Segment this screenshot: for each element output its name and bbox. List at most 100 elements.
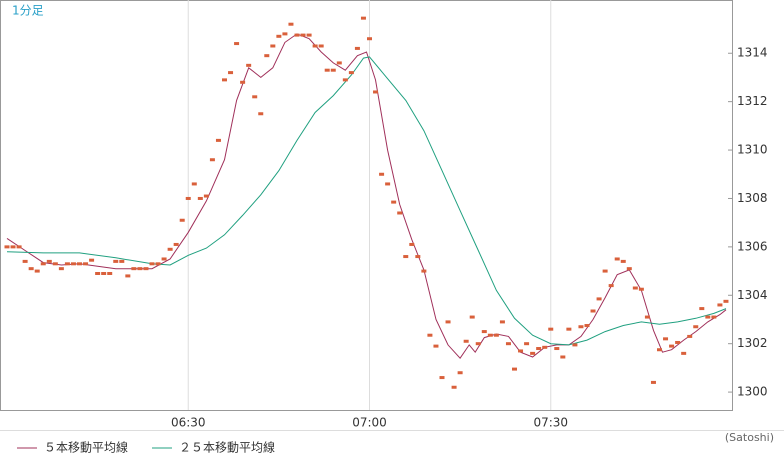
price-point xyxy=(505,342,511,346)
price-point xyxy=(276,34,282,38)
price-point xyxy=(451,385,457,389)
price-point xyxy=(354,46,360,50)
price-point xyxy=(131,267,137,271)
price-point xyxy=(125,274,131,278)
chart-title: 1分足 xyxy=(12,4,44,18)
price-point xyxy=(77,262,82,266)
price-point xyxy=(324,68,330,72)
x-tick-label: 07:30 xyxy=(533,416,568,430)
price-point xyxy=(342,78,348,82)
price-point xyxy=(409,242,415,246)
price-point xyxy=(530,351,536,355)
price-point xyxy=(560,355,566,359)
price-point xyxy=(699,307,705,311)
price-point xyxy=(620,259,626,263)
price-point xyxy=(83,262,89,266)
price-point xyxy=(113,259,119,263)
price-point xyxy=(578,325,584,329)
price-point xyxy=(306,33,312,37)
price-point xyxy=(58,267,64,271)
price-point xyxy=(185,196,191,200)
price-point xyxy=(657,348,662,352)
price-point xyxy=(566,327,572,331)
price-point xyxy=(228,71,234,75)
price-point xyxy=(475,342,481,346)
price-point xyxy=(149,262,155,266)
x-tick-label: 07:00 xyxy=(352,416,387,430)
y-tick-label: 1314 xyxy=(737,46,768,60)
price-point xyxy=(258,112,264,116)
price-point xyxy=(723,299,729,303)
price-point xyxy=(300,33,306,37)
price-point xyxy=(10,245,16,249)
legend-label: ２５本移動平均線 xyxy=(179,440,275,455)
price-point xyxy=(493,333,499,337)
price-point xyxy=(675,340,681,344)
price-point xyxy=(318,44,324,48)
price-point xyxy=(215,138,221,142)
price-point xyxy=(22,259,28,263)
price-point xyxy=(95,271,101,275)
price-point xyxy=(137,267,143,271)
legend-label: ５本移動平均線 xyxy=(44,440,128,455)
price-point xyxy=(590,309,596,313)
plot-frame xyxy=(0,0,733,411)
price-point xyxy=(385,182,391,186)
price-point xyxy=(282,32,288,36)
price-point xyxy=(632,286,638,290)
price-point xyxy=(457,371,463,375)
price-point xyxy=(330,68,336,72)
price-point xyxy=(70,262,76,266)
price-point xyxy=(614,257,620,261)
price-point xyxy=(711,315,717,319)
price-point xyxy=(512,367,517,371)
price-point xyxy=(209,158,215,162)
y-tick-label: 1304 xyxy=(737,288,768,302)
ma-line xyxy=(6,56,727,346)
price-point xyxy=(433,344,439,348)
price-point xyxy=(518,349,524,353)
price-point xyxy=(107,271,113,275)
price-point xyxy=(246,63,252,67)
price-point xyxy=(602,269,608,273)
price-point xyxy=(644,315,650,319)
price-point xyxy=(403,255,409,259)
price-point xyxy=(197,196,203,200)
price-point xyxy=(638,287,644,291)
price-point xyxy=(481,330,487,334)
price-point xyxy=(240,80,246,84)
price-point xyxy=(693,325,699,329)
price-point xyxy=(203,194,209,198)
y-tick-label: 1306 xyxy=(737,239,768,253)
price-point xyxy=(379,172,385,176)
price-point xyxy=(294,33,300,37)
price-point xyxy=(312,44,318,48)
price-point xyxy=(596,297,602,301)
price-point xyxy=(524,342,530,346)
price-point xyxy=(167,247,173,251)
price-point xyxy=(427,333,433,337)
price-point xyxy=(348,71,354,75)
price-point xyxy=(119,259,125,263)
price-point xyxy=(360,16,366,20)
price-point xyxy=(542,345,548,349)
ma-line xyxy=(6,33,727,360)
price-point xyxy=(52,262,58,266)
y-tick-label: 1312 xyxy=(737,94,768,108)
price-point xyxy=(548,327,554,331)
price-point xyxy=(16,245,22,249)
price-point xyxy=(270,44,276,48)
y-tick-label: 1302 xyxy=(737,336,768,350)
price-point xyxy=(191,182,197,186)
price-point xyxy=(40,262,46,266)
y-tick-label: 1308 xyxy=(737,191,768,205)
price-point xyxy=(650,380,656,384)
price-point xyxy=(681,351,687,355)
price-point xyxy=(264,54,270,58)
price-point xyxy=(705,315,711,319)
price-point xyxy=(536,347,542,351)
price-point xyxy=(608,284,614,288)
price-point xyxy=(554,347,560,351)
credit: (Satoshi) xyxy=(725,431,774,444)
